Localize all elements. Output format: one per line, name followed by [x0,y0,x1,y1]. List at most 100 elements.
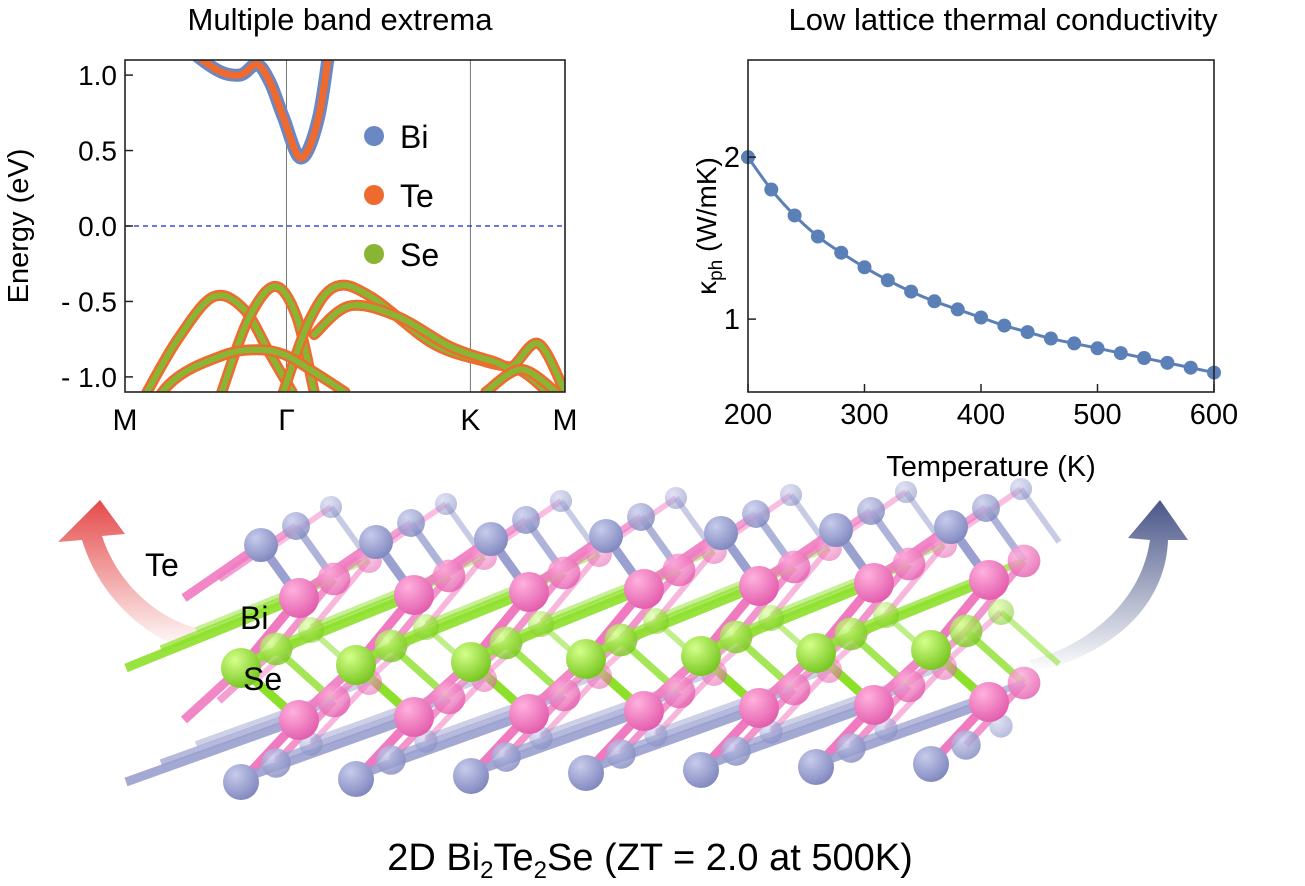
k-point-label: M [553,404,578,437]
atom-bi [1007,666,1041,700]
atom-te [836,733,866,763]
atom-bi [547,678,581,712]
x-tick-label: 200 [724,399,772,431]
atom-te [1009,477,1033,501]
left-y-axis-label: Energy (eV) [3,149,35,304]
x-tick-label: 400 [957,399,1005,431]
kappa-data-point [1183,360,1198,375]
legend-marker-bi [364,126,384,146]
atom-se [528,611,554,637]
band-structure-chart: Multiple band extrema 1.0 0.5 0.0 - 0.5 - 1.… [3,2,578,437]
y-tick-label: - 1.0 [61,362,117,393]
kappa-data-point [787,208,802,223]
atom-se [834,617,868,651]
kappa-data-point [880,273,895,288]
kappa-data-point [810,229,825,244]
atom-te [568,755,604,791]
kappa-data-point [1113,346,1128,361]
label-bi: Bi [240,600,268,636]
atom-te [491,742,521,772]
atom-bi [969,682,1009,722]
crystal-bond [768,546,832,620]
atom-bi [279,578,319,618]
y-tick-label: 0.5 [78,136,117,167]
crystal-bond [538,552,602,626]
kappa-curve [746,156,1215,375]
atom-se [643,608,669,634]
thermal-conductivity-chart: Low lattice thermal conductivity 200 300 4… [691,2,1238,483]
atom-te [434,492,458,516]
kappa-data-point [904,284,919,299]
atom-se [298,617,324,643]
atom-bi [394,575,434,615]
red-arrow-icon [58,500,196,650]
crystal-bond [124,715,301,787]
atom-bi [317,684,351,718]
atom-te [798,749,834,785]
legend-label-te: Te [400,178,434,214]
atom-te [934,510,968,544]
k-point-label: Γ [278,404,295,437]
atom-se [873,602,899,628]
y-tick-label: 0.0 [78,211,117,242]
valence-band-se-4 [158,346,348,392]
atom-te [664,486,688,510]
atom-bi [279,700,319,740]
atom-te [474,522,508,556]
atom-te [223,764,259,800]
atom-bi [777,672,811,706]
atom-te [512,506,540,534]
k-point-label: K [460,404,480,437]
left-chart-title: Multiple band extrema [188,2,494,37]
legend-marker-te [364,185,384,205]
x-tick-label: 500 [1073,399,1121,431]
atom-se [719,620,753,654]
atom-te [338,761,374,797]
crystal-atoms [221,477,1041,800]
atom-te [913,746,949,782]
kappa-data-point [857,260,872,275]
atom-se [374,629,408,663]
legend-label-bi: Bi [400,119,428,155]
crystal-bond [423,555,487,629]
atom-se [988,599,1014,625]
atom-te [704,516,738,550]
atom-bi [854,685,894,725]
right-plot-frame [747,59,1215,393]
atom-se [221,648,261,688]
kappa-data-point [1067,336,1082,351]
y-tick-label: 2 [724,142,740,174]
atom-bi [432,681,466,715]
atom-bi [739,566,779,606]
crystal-bond [124,593,301,673]
atom-te [972,494,1000,522]
atom-te [819,513,853,547]
atom-te [376,745,406,775]
atom-se [566,639,606,679]
atom-te [261,748,291,778]
y-tick-label: 1.0 [78,60,117,91]
atom-se [681,636,721,676]
atom-bi [432,559,466,593]
blue-arrow-icon [1030,500,1188,672]
atom-te [742,500,770,528]
atom-se [489,626,523,660]
x-tick-label: 600 [1190,399,1238,431]
label-se: Se [243,661,282,697]
atom-te [319,495,343,519]
atom-bi [624,691,664,731]
kappa-data-point [997,318,1012,333]
atom-se [604,623,638,657]
atom-se [758,605,784,631]
atom-bi [509,694,549,734]
atom-te [779,483,803,507]
atom-se [336,645,376,685]
k-point-label: M [113,404,138,437]
atom-se [949,614,983,648]
kappa-data-point [1020,325,1035,340]
atom-te [397,509,425,537]
crystal-structure [124,477,1062,800]
atom-te [589,519,623,553]
atom-bi [547,556,581,590]
right-y-axis-label: κph (W/mK) [691,157,727,295]
